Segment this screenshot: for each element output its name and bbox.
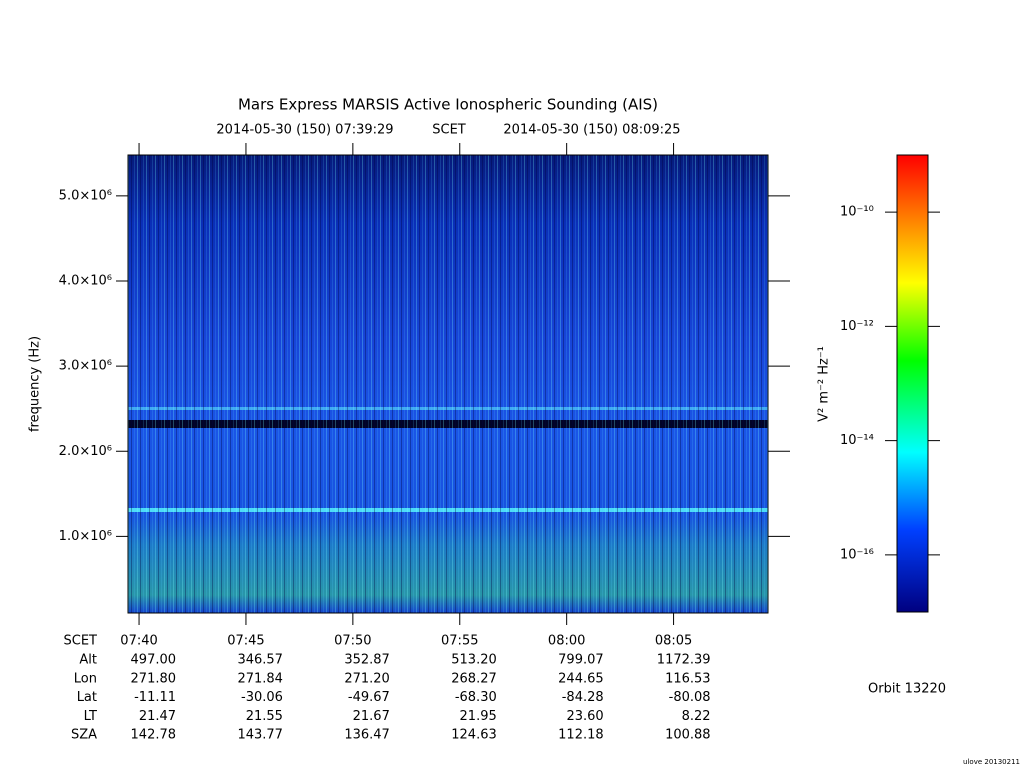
subtitle-start: 2014-05-30 (150) 07:39:29	[216, 123, 393, 138]
ephemeris-row-label: SZA	[71, 728, 97, 743]
ephemeris-value: 497.00	[131, 653, 177, 668]
ephemeris-value: -11.11	[134, 690, 176, 705]
y-tick-label: 4.0×10⁶	[59, 273, 112, 288]
x-tick-label: 07:50	[334, 634, 371, 649]
x-tick-label: 08:05	[655, 634, 692, 649]
ephemeris-value: 1172.39	[657, 653, 711, 668]
x-tick-label: 08:00	[548, 634, 585, 649]
ephemeris-value: 271.20	[344, 671, 390, 686]
ephemeris-value: 143.77	[237, 728, 283, 743]
ephemeris-value: 268.27	[451, 671, 497, 686]
ephemeris-value: -80.08	[669, 690, 711, 705]
colorbar-tick-label: 10⁻¹²	[840, 319, 874, 334]
chart-title: Mars Express MARSIS Active Ionospheric S…	[238, 96, 658, 114]
y-tick-label: 3.0×10⁶	[59, 359, 112, 374]
ephemeris-value: 23.60	[566, 709, 603, 724]
subtitle-frame: SCET	[432, 123, 466, 138]
footer: ulove 20130211	[963, 758, 1020, 766]
ephemeris-value: 244.65	[558, 671, 604, 686]
x-tick-label: 07:55	[441, 634, 478, 649]
ephemeris-value: 21.55	[246, 709, 283, 724]
x-tick-label: 07:45	[227, 634, 264, 649]
ephemeris-value: -49.67	[348, 690, 390, 705]
ephemeris-value: 271.80	[131, 671, 177, 686]
ephemeris-value: 116.53	[665, 671, 711, 686]
colorbar-frame	[896, 154, 929, 613]
ephemeris-row-label: Alt	[79, 653, 97, 668]
spectrogram-image	[128, 155, 768, 613]
y-axis-label: frequency (Hz)	[28, 336, 43, 432]
ephemeris-value: 112.18	[558, 728, 604, 743]
ephemeris-value: 100.88	[665, 728, 711, 743]
y-tick-label: 1.0×10⁶	[59, 529, 112, 544]
ephemeris-header: SCET	[64, 634, 98, 649]
plot-frame	[127, 154, 769, 614]
ephemeris-value: 799.07	[558, 653, 604, 668]
ephemeris-value: 21.67	[353, 709, 390, 724]
colorbar	[897, 155, 928, 612]
ephemeris-value: 21.95	[460, 709, 497, 724]
colorbar-tick-label: 10⁻¹⁴	[840, 433, 874, 448]
ephemeris-value: -68.30	[455, 690, 497, 705]
ephemeris-value: -84.28	[562, 690, 604, 705]
ephemeris-value: -30.06	[241, 690, 283, 705]
x-tick-label: 07:40	[120, 634, 157, 649]
y-tick-label: 5.0×10⁶	[59, 188, 112, 203]
ephemeris-value: 21.47	[139, 709, 176, 724]
ephemeris-value: 8.22	[682, 709, 711, 724]
orbit-label: Orbit 13220	[868, 682, 946, 697]
colorbar-tick-label: 10⁻¹⁰	[840, 205, 874, 220]
ephemeris-value: 513.20	[451, 653, 497, 668]
y-tick-label: 2.0×10⁶	[59, 444, 112, 459]
colorbar-label: V² m⁻² Hz⁻¹	[817, 346, 832, 422]
ephemeris-value: 124.63	[451, 728, 497, 743]
ephemeris-value: 352.87	[344, 653, 390, 668]
ephemeris-row-label: LT	[84, 709, 97, 724]
ephemeris-row-label: Lon	[74, 671, 97, 686]
colorbar-tick-label: 10⁻¹⁶	[840, 547, 874, 562]
ephemeris-row-label: Lat	[77, 690, 97, 705]
ephemeris-value: 271.84	[237, 671, 283, 686]
subtitle-end: 2014-05-30 (150) 08:09:25	[503, 123, 680, 138]
ephemeris-value: 346.57	[237, 653, 283, 668]
ephemeris-value: 136.47	[344, 728, 390, 743]
ephemeris-value: 142.78	[131, 728, 177, 743]
